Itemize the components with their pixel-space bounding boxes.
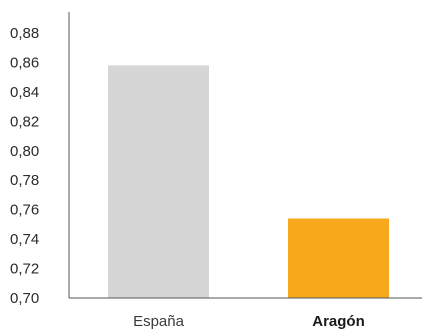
y-tick-label: 0,76 — [10, 202, 39, 219]
x-category-label: Aragón — [312, 313, 365, 330]
x-axis-labels: España Aragón — [133, 313, 365, 330]
y-tick-label: 0,88 — [10, 25, 39, 42]
bar-aragon — [288, 218, 389, 298]
y-tick-label: 0,72 — [10, 261, 39, 278]
y-tick-label: 0,86 — [10, 54, 39, 71]
x-category-label: España — [133, 313, 185, 330]
y-axis-ticks: 0,70 0,72 0,74 0,76 0,78 0,80 0,82 0,84 0,86 0,88 — [10, 25, 39, 307]
bar-espana — [108, 65, 209, 298]
y-tick-label: 0,80 — [10, 143, 39, 160]
y-tick-label: 0,74 — [10, 231, 39, 248]
bars — [108, 65, 389, 298]
y-tick-label: 0,82 — [10, 113, 39, 130]
y-tick-label: 0,78 — [10, 172, 39, 189]
y-tick-label: 0,84 — [10, 84, 39, 101]
y-tick-label: 0,70 — [10, 290, 39, 307]
